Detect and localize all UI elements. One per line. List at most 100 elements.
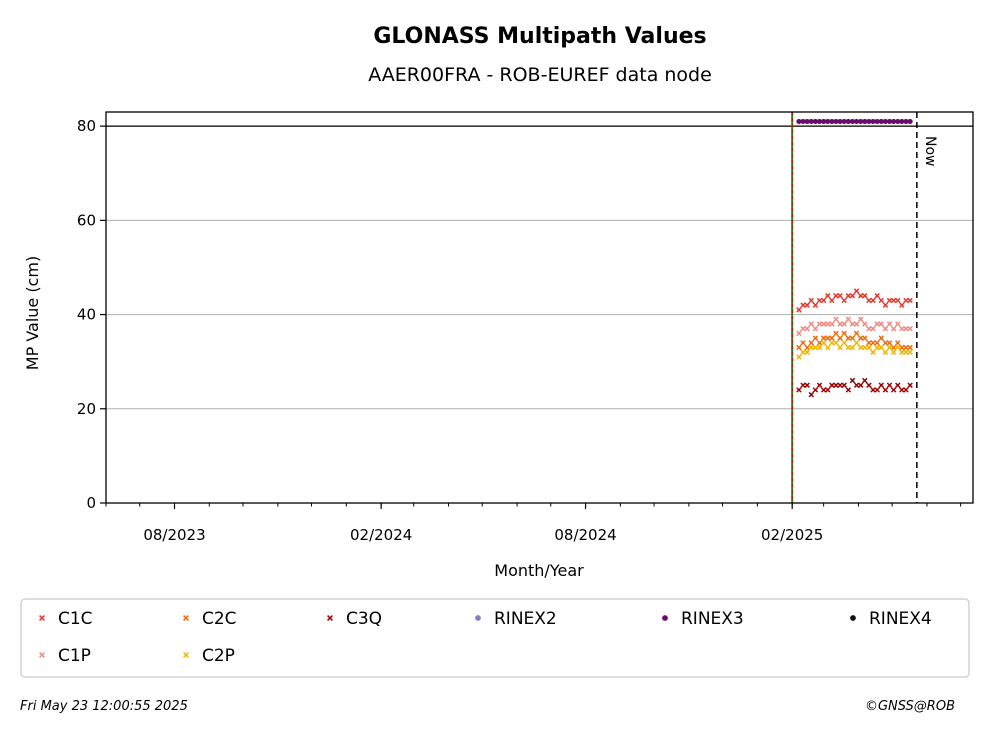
c2p-point [825,344,831,351]
c3q-point [841,382,847,388]
c3q-point [907,382,913,388]
c1c-point [808,297,815,304]
c3q-point [812,387,819,393]
c2p-point [804,349,810,355]
c2c-point [183,615,189,621]
c1c-point [874,292,880,299]
c2c-point [825,335,831,341]
rinex3-point [816,118,823,125]
c1p-point [882,325,889,332]
c1p-point [833,316,839,323]
c1p-point [895,321,901,327]
c3q-point [874,387,880,393]
c3q-point [800,382,806,388]
c2p-point [895,344,901,351]
c3q-point [808,391,815,398]
c2c-point [833,330,839,337]
rinex3-point [849,118,856,125]
c2p-point [878,344,885,351]
rinex3-point [862,118,868,125]
c3q-point [804,382,810,388]
c2c-point [890,344,897,351]
x-axis: 08/2023 02/2024 08/2024 02/2025 [105,503,962,544]
c2p-point [845,344,852,351]
c2p-point [808,344,815,351]
gridlines [106,125,973,410]
now-label: Now [922,136,938,167]
reference-lines: Now [106,112,973,503]
c2c-point [857,335,864,341]
c1c-point [796,307,802,313]
c1p-point [903,325,909,332]
c1c-point [903,297,909,304]
c2c-point [812,335,819,341]
c2p-point [829,340,835,346]
legend-box [20,598,970,678]
rinex3-point [853,118,860,125]
c2c-point [870,340,876,346]
c1p-point [837,321,843,327]
rinex3-point [891,118,897,125]
c3q-point [895,382,901,388]
c3q-point [820,387,827,393]
rinex3-point [812,118,818,125]
x-axis-label: Month/Year [494,561,584,580]
chart-subtitle: AAER00FRA - ROB-EUREF data node [368,64,712,86]
c3q-point [833,382,839,388]
c2p-point [800,349,806,355]
c1p-point [841,321,847,327]
c1c-point [866,297,872,304]
c2c-point [820,335,827,341]
c2p-point [857,344,864,351]
legend-label-rinex2: RINEX2 [494,609,557,629]
c3q-point [857,382,864,388]
y-tick-label: 0 [86,494,96,512]
c3q-point [853,382,860,388]
rinex3-point [829,118,835,125]
c1p-point [820,321,827,327]
legend-label-rinex3: RINEX3 [681,609,744,629]
c3q-point [849,377,856,384]
c1p-point [870,325,876,332]
c2c-point [841,330,847,337]
rinex3-point [837,118,843,125]
c2c-point [845,335,852,341]
c1p-point [845,316,852,323]
c1p-point [874,321,880,327]
c2c-point [796,344,802,351]
c1p-point [862,321,868,327]
rinex3-point [907,118,913,125]
c3q-point [796,387,802,393]
c3q-point [903,387,909,393]
c2c-point [862,335,868,341]
plot-frame [105,111,974,504]
c2p-point [862,344,868,351]
data-points [796,118,913,398]
rinex3-point [821,118,827,125]
rinex3-point [866,118,872,125]
c1c-point [890,297,897,304]
c1c-point [878,297,885,304]
c1c-point [820,297,827,304]
c2p-point [812,344,819,351]
c3q-point [837,382,843,388]
legend-label-c1p: C1P [58,646,91,666]
c1c-point [907,297,913,304]
c2p-point [882,349,889,355]
c3q-point [829,382,835,388]
c2p-point [833,340,839,346]
c1c-point [800,302,806,308]
rinex3-point [882,118,889,125]
c2c-point [899,344,905,351]
c1c-point [845,292,852,299]
c2p-point [899,349,905,355]
rinex3-point [662,615,668,621]
c1p-point [39,652,45,658]
legend-label-c2c: C2C [202,609,237,629]
c1p-point [796,330,802,337]
c2c-point [882,340,889,346]
footer-timestamp: Fri May 23 12:00:55 2025 [20,699,188,714]
c2c-point [878,335,885,341]
rinex2-point [475,615,481,621]
c1c-point [841,297,847,304]
